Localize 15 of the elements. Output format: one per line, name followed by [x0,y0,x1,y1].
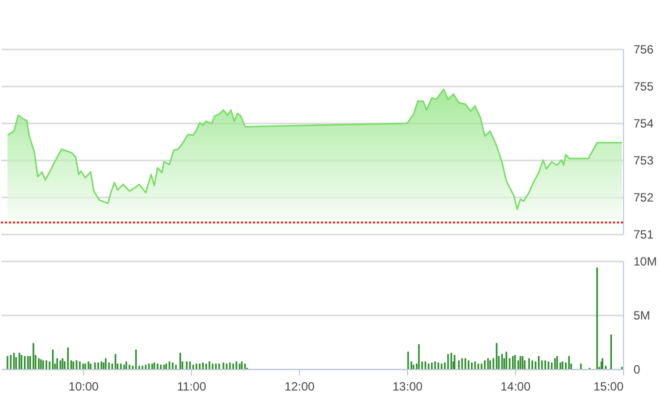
y-tick-label: 755 [634,80,654,94]
x-tick-label: 15:00 [593,380,624,394]
x-tick-label: 14:00 [500,380,531,394]
y-tick-label: 751 [634,228,654,242]
x-tick-label: 13:00 [392,380,423,394]
y-tick-label: 753 [634,154,654,168]
y-tick-label: 754 [634,116,654,130]
x-tick-label: 12:00 [284,380,315,394]
y-tick-label: 5M [634,308,650,322]
x-tick-label: 10:00 [68,380,99,394]
y-tick-label: 752 [634,190,654,204]
x-tick-label: 11:00 [176,380,206,394]
y-tick-label: 756 [634,42,654,56]
y-tick-label: 0 [634,362,640,376]
y-tick-label: 10M [634,254,657,268]
